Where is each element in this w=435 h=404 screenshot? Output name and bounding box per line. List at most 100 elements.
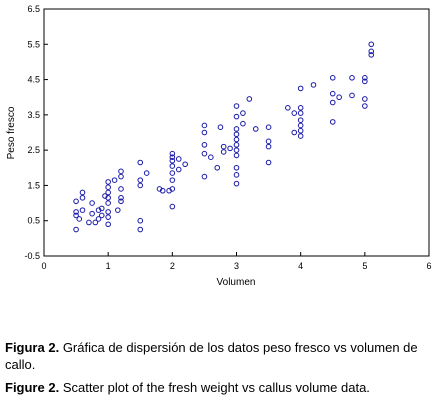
x-tick-label: 6 <box>426 261 431 271</box>
scatter-point <box>291 129 298 136</box>
x-tick-label: 4 <box>298 261 303 271</box>
scatter-point <box>233 152 240 159</box>
scatter-point <box>137 217 144 224</box>
data-points <box>73 41 375 233</box>
scatter-point <box>79 194 86 201</box>
scatter-point <box>111 177 118 183</box>
scatter-point <box>285 105 291 111</box>
scatter-point <box>329 75 336 81</box>
scatter-point <box>208 154 214 160</box>
y-tick-label: 0.5 <box>27 216 40 226</box>
scatter-point <box>105 214 111 220</box>
scatter-point <box>368 52 375 58</box>
caption-english: Figure 2. Scatter plot of the fresh weig… <box>5 379 433 396</box>
scatter-point <box>265 124 272 131</box>
scatter-point <box>217 124 224 131</box>
scatter-point <box>89 200 95 206</box>
scatter-point <box>349 75 355 81</box>
scatter-point <box>252 126 259 132</box>
scatter-point <box>76 216 83 222</box>
caption-english-text: Scatter plot of the fresh weight vs call… <box>62 380 370 395</box>
scatter-point <box>169 177 176 183</box>
x-axis: 0 1 2 3 4 5 6 <box>41 252 432 271</box>
scatter-point <box>201 142 208 148</box>
scatter-point <box>329 99 336 106</box>
scatter-point <box>349 92 355 99</box>
scatter-point <box>118 186 124 192</box>
y-tick-label: 4.5 <box>27 75 40 85</box>
scatter-point <box>201 122 208 129</box>
scatter-point <box>105 209 111 215</box>
scatter-point <box>201 129 208 136</box>
scatter-point <box>297 117 304 123</box>
scatter-point <box>79 189 86 196</box>
scatter-point <box>227 145 233 152</box>
scatter-point <box>297 85 304 92</box>
y-tick-label: 1.5 <box>27 180 40 190</box>
scatter-point <box>137 182 144 189</box>
scatter-point <box>73 226 79 233</box>
scatter-point <box>175 166 182 173</box>
scatter-point <box>105 200 111 206</box>
plot-frame <box>43 8 430 257</box>
scatter-point <box>137 226 144 233</box>
scatter-point <box>297 110 304 116</box>
scatter-point <box>265 159 272 166</box>
scatter-point <box>159 187 166 194</box>
scatter-point <box>73 209 79 215</box>
scatter-point <box>291 110 298 116</box>
scatter-point <box>297 122 304 129</box>
x-tick-label: 0 <box>41 261 46 271</box>
scatter-point <box>169 170 176 176</box>
scatter-point <box>118 173 124 180</box>
caption-english-label: Figure 2. <box>5 380 60 395</box>
scatter-point <box>220 149 227 155</box>
scatter-point <box>79 207 86 213</box>
caption-spanish-text: Gráfica de dispersión de los datos peso … <box>5 340 418 372</box>
x-axis-title: Volumen <box>217 277 256 288</box>
scatter-point <box>329 90 336 97</box>
scatter-point <box>73 198 79 205</box>
scatter-point <box>336 94 342 101</box>
scatter-point <box>240 120 246 127</box>
y-tick-label: -0.5 <box>24 251 40 261</box>
scatter-point <box>362 103 368 109</box>
scatter-point <box>329 119 336 125</box>
y-tick-label: 2.5 <box>27 145 40 155</box>
scatter-point <box>95 216 102 222</box>
scatter-point <box>86 219 92 226</box>
scatter-point <box>201 150 208 157</box>
x-tick-label: 5 <box>362 261 367 271</box>
scatter-point <box>169 203 176 210</box>
scatter-point <box>118 198 124 205</box>
scatter-point <box>137 177 144 183</box>
x-tick-label: 2 <box>170 261 175 271</box>
scatter-point <box>233 172 240 178</box>
scatter-point <box>201 173 208 180</box>
scatter-point <box>182 161 188 168</box>
scatter-point <box>169 163 176 169</box>
scatter-point <box>233 126 240 132</box>
scatter-point <box>220 143 227 150</box>
scatter-point <box>169 150 176 157</box>
caption-spanish: Figura 2. Gráfica de dispersión de los d… <box>5 339 433 373</box>
scatter-point <box>362 75 368 81</box>
scatter-point <box>233 113 240 120</box>
scatter-point <box>105 194 111 201</box>
scatter-point <box>98 212 105 219</box>
y-axis: -0.5 0.5 1.5 2.5 3.5 4.5 5.5 6.5 <box>24 4 48 261</box>
y-tick-label: 3.5 <box>27 110 40 120</box>
y-axis-title: Peso fresco <box>6 106 17 159</box>
scatter-point <box>118 168 124 175</box>
scatter-point <box>137 159 144 166</box>
caption-spanish-label: Figura 2. <box>5 340 60 355</box>
scatter-point <box>114 207 121 213</box>
scatter-point <box>240 110 246 116</box>
scatter-point <box>92 219 99 226</box>
scatter-point <box>233 147 240 153</box>
scatter-point <box>362 78 368 85</box>
x-tick-label: 3 <box>234 261 239 271</box>
scatter-point <box>297 105 304 111</box>
scatter-point <box>89 210 95 217</box>
scatter-point <box>169 154 176 160</box>
